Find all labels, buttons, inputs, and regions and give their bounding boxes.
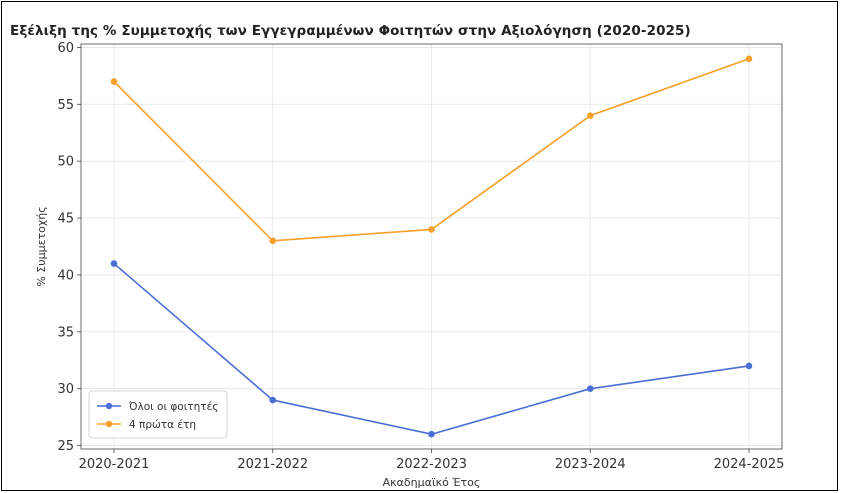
x-tick-label: 2024-2025 (714, 457, 785, 472)
y-tick-label: 25 (57, 439, 74, 454)
data-point (110, 260, 118, 267)
x-tick-label: 2023-2024 (555, 457, 626, 472)
data-point (745, 362, 753, 370)
data-point (586, 385, 594, 393)
data-point (110, 78, 118, 85)
data-point (269, 237, 277, 245)
x-tick-label: 2022-2023 (396, 457, 467, 472)
y-tick-label: 60 (57, 41, 74, 56)
x-tick-label: 2020-2021 (79, 457, 150, 472)
axis-ticks: 25 30 35 40 45 50 55 60 2020-2021 2021-2022 2022-2… (57, 41, 784, 472)
grid-lines (81, 44, 782, 449)
y-tick-label: 30 (57, 382, 74, 397)
data-point (586, 112, 594, 119)
y-tick-label: 50 (57, 155, 74, 170)
legend-swatch-marker (105, 402, 113, 410)
x-tick-label: 2021-2022 (237, 457, 308, 472)
legend-swatch-marker (105, 420, 113, 428)
y-tick-label: 40 (57, 268, 74, 283)
legend-label: 4 πρώτα έτη (129, 419, 196, 431)
x-axis-label: Ακαδημαϊκό Έτος (383, 476, 481, 489)
data-point (745, 55, 753, 63)
chart-title: Εξέλιξη της % Συμμετοχής των Εγγεγραμμέν… (10, 23, 691, 39)
data-point (428, 430, 435, 438)
data-point (428, 226, 435, 233)
legend-label: Όλοι οι φοιτητές (128, 401, 218, 413)
legend-box (88, 390, 228, 439)
y-axis-label: % Συμμετοχής (35, 206, 48, 286)
y-tick-label: 45 (57, 212, 74, 227)
y-tick-label: 35 (57, 325, 74, 340)
legend: Όλοι οι φοιτητές 4 πρώτα έτη (88, 390, 228, 439)
y-tick-label: 55 (57, 98, 74, 113)
series-points (110, 55, 753, 438)
data-point (269, 396, 277, 404)
